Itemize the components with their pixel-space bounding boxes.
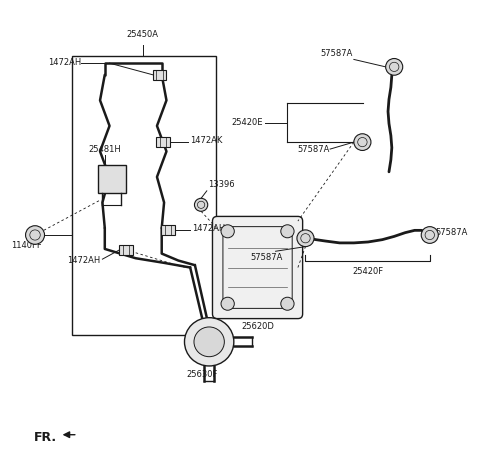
FancyBboxPatch shape	[213, 216, 302, 319]
Circle shape	[281, 297, 294, 310]
Bar	[153, 70, 166, 80]
FancyBboxPatch shape	[223, 227, 292, 308]
Text: 1472AK: 1472AK	[190, 136, 223, 145]
Circle shape	[385, 58, 403, 75]
Text: 25481H: 25481H	[88, 145, 121, 154]
Circle shape	[25, 226, 45, 244]
Text: 25420F: 25420F	[352, 266, 383, 275]
Circle shape	[301, 234, 310, 243]
Text: 1472AH: 1472AH	[48, 58, 81, 67]
Circle shape	[194, 327, 224, 357]
Circle shape	[358, 138, 367, 147]
Text: 25420E: 25420E	[231, 118, 263, 127]
Text: 25450A: 25450A	[127, 30, 159, 39]
Circle shape	[197, 201, 205, 208]
Circle shape	[389, 62, 399, 71]
Circle shape	[221, 297, 234, 310]
Circle shape	[184, 318, 234, 366]
Circle shape	[194, 198, 208, 212]
Circle shape	[281, 225, 294, 238]
Text: 13396: 13396	[208, 180, 235, 189]
Circle shape	[297, 230, 314, 247]
Text: 57587A: 57587A	[321, 48, 353, 58]
Text: 1472AH: 1472AH	[192, 225, 226, 234]
Bar	[97, 165, 126, 193]
Text: 25620D: 25620D	[241, 322, 274, 331]
Bar	[156, 137, 170, 147]
Circle shape	[221, 225, 234, 238]
Circle shape	[30, 230, 40, 240]
Text: 1472AH: 1472AH	[67, 256, 100, 265]
Text: FR.: FR.	[34, 431, 57, 444]
Bar	[72, 56, 216, 335]
Bar	[161, 225, 175, 235]
Text: 25630F: 25630F	[186, 370, 218, 379]
Text: 57587A: 57587A	[250, 253, 282, 262]
Bar	[120, 245, 133, 255]
Circle shape	[421, 227, 438, 243]
Text: 1140FF: 1140FF	[12, 241, 42, 250]
Circle shape	[354, 134, 371, 150]
Circle shape	[425, 230, 434, 240]
Text: 57587A: 57587A	[435, 228, 468, 237]
Text: 57587A: 57587A	[298, 145, 330, 154]
